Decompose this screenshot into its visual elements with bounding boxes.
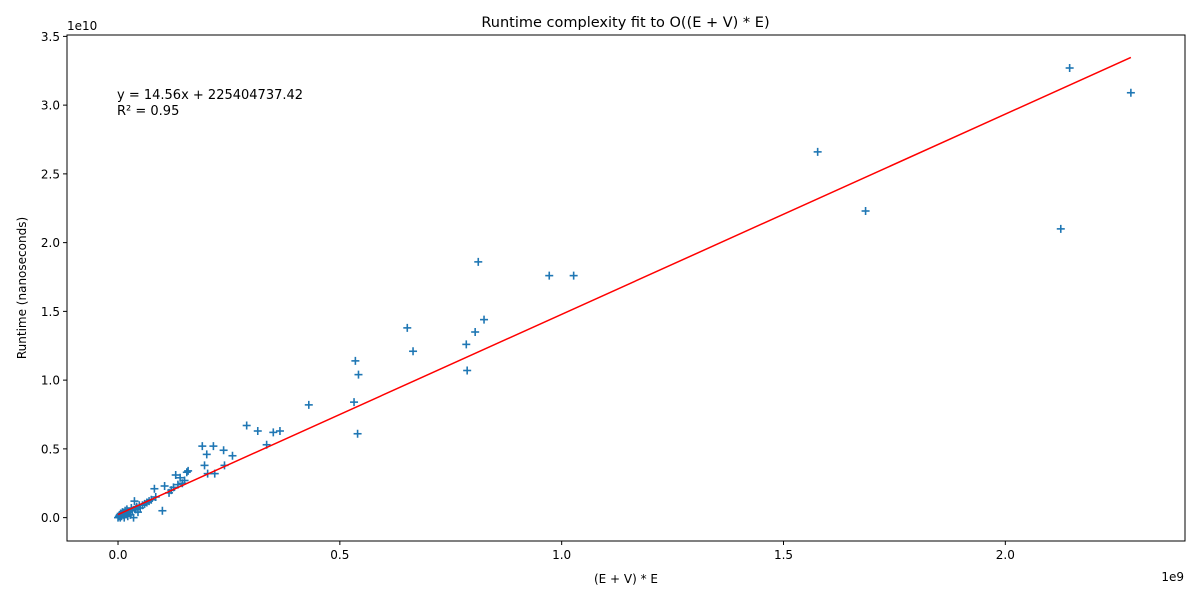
data-point <box>176 473 185 482</box>
data-point <box>253 427 262 435</box>
y-tick-label: 3.5 <box>41 30 60 44</box>
data-point <box>269 428 278 437</box>
data-point <box>1065 64 1074 72</box>
data-point <box>160 482 169 490</box>
data-point <box>1126 88 1135 97</box>
x-axis-offset-label: 1e9 <box>1161 570 1184 584</box>
x-tick-label: 0.0 <box>108 548 127 562</box>
y-tick-label: 1.0 <box>41 374 60 388</box>
data-point <box>353 429 362 438</box>
y-axis-ticks: 0.0 0.5 1.0 1.5 2.0 2.5 3.0 3.5 <box>41 30 67 525</box>
data-point <box>813 147 822 156</box>
data-point <box>545 271 554 280</box>
fit-equation-annotation: y = 14.56x + 225404737.42 <box>117 88 303 103</box>
axes-frame <box>66 34 1186 542</box>
y-tick-label: 2.5 <box>41 167 60 181</box>
y-tick-label: 0.0 <box>41 511 60 525</box>
data-point <box>242 421 251 430</box>
r-squared-annotation: R² = 0.95 <box>117 104 179 119</box>
data-point <box>133 508 142 517</box>
plot-area <box>66 34 1186 542</box>
data-point <box>184 466 193 475</box>
x-axis-ticks: 0.0 0.5 1.0 1.5 2.0 <box>108 541 1015 562</box>
x-tick-label: 0.5 <box>330 548 349 562</box>
x-axis-label: (E + V) * E <box>594 572 658 586</box>
y-tick-label: 3.0 <box>41 99 60 113</box>
data-point <box>120 513 129 522</box>
data-point <box>209 442 218 451</box>
data-point <box>182 468 191 477</box>
data-point <box>1056 224 1065 233</box>
data-point <box>304 400 313 409</box>
y-tick-label: 0.5 <box>41 442 60 456</box>
data-point <box>130 497 139 506</box>
data-point <box>861 207 870 215</box>
fit-line-layer <box>117 56 1132 516</box>
data-point <box>409 347 418 356</box>
y-tick-label: 1.5 <box>41 305 60 319</box>
data-point <box>463 366 472 375</box>
data-point <box>474 257 483 266</box>
data-point <box>350 398 359 407</box>
data-point <box>228 451 237 460</box>
data-point <box>171 471 180 479</box>
x-tick-label: 1.0 <box>552 548 571 562</box>
data-point <box>158 506 167 515</box>
y-tick-label: 2.0 <box>41 236 60 250</box>
chart-title: Runtime complexity fit to O((E + V) * E) <box>481 15 769 31</box>
data-point <box>480 315 489 324</box>
data-point <box>150 484 159 493</box>
data-point <box>200 461 209 470</box>
data-point <box>569 271 578 280</box>
data-point <box>275 427 284 435</box>
data-point <box>462 340 471 349</box>
y-axis-offset-label: 1e10 <box>67 19 97 33</box>
data-point <box>180 476 189 485</box>
data-point <box>403 323 412 332</box>
x-tick-label: 1.5 <box>774 548 793 562</box>
y-axis-label: Runtime (nanoseconds) <box>15 217 29 359</box>
data-point <box>471 328 480 336</box>
data-point <box>351 356 360 365</box>
data-point <box>129 513 138 522</box>
x-tick-label: 2.0 <box>996 548 1015 562</box>
data-point <box>198 442 207 451</box>
fit-line <box>117 56 1132 516</box>
data-point <box>219 446 228 455</box>
data-point <box>354 370 363 379</box>
data-point <box>202 450 211 459</box>
